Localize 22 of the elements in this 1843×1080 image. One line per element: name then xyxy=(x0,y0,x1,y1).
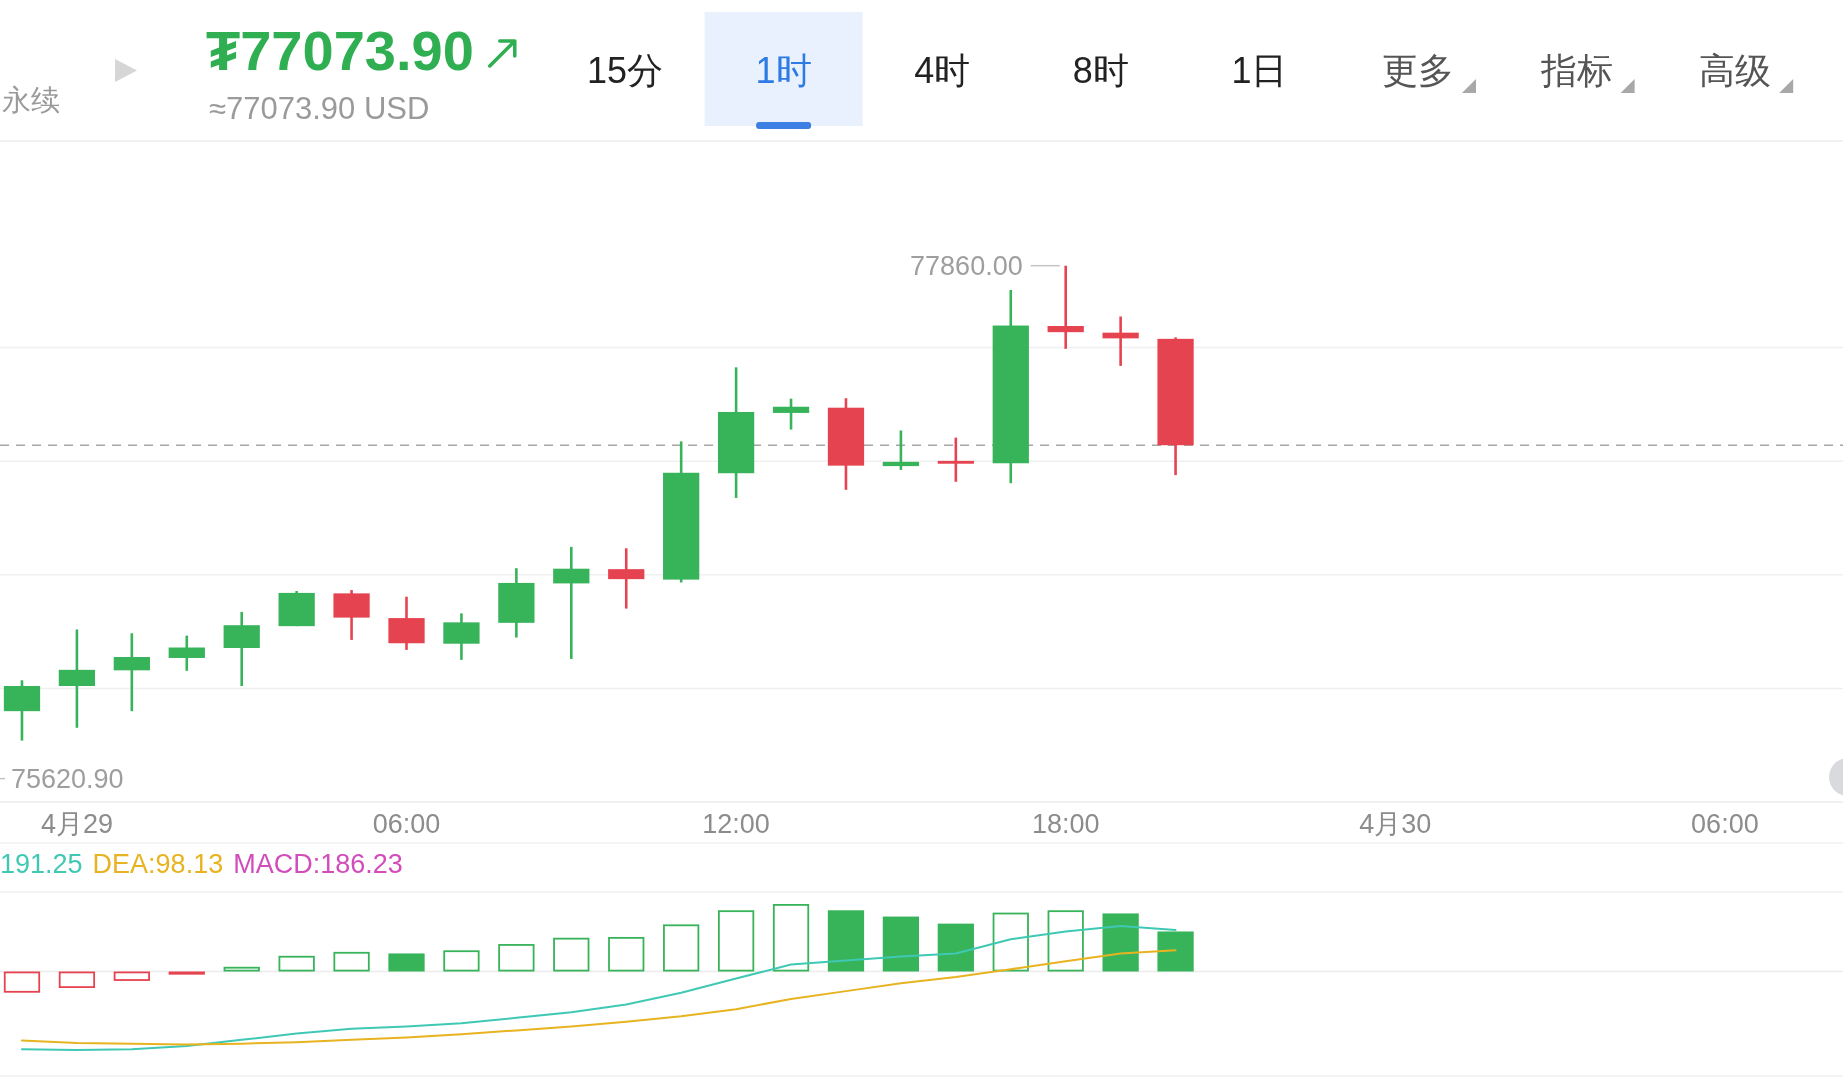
text: 指标 xyxy=(1539,49,1613,91)
annotation: 77860.00 xyxy=(910,251,1023,282)
text: 1日 xyxy=(1231,49,1288,91)
text: 4时 xyxy=(914,49,971,91)
text: 75620.90 xyxy=(11,764,124,795)
text: ₮77073.90 xyxy=(206,19,474,83)
x-tick-label: 4月30 xyxy=(1359,808,1432,839)
text: 永续 xyxy=(2,84,60,117)
text: 15分 xyxy=(586,49,664,91)
text: MACD:186.23 xyxy=(233,848,403,879)
text: 更多 xyxy=(1382,49,1454,91)
text: 8时 xyxy=(1072,49,1129,91)
x-tick-label: 12:00 xyxy=(702,808,770,839)
text: ≈77073.90 USD xyxy=(209,91,430,127)
text: 1时 xyxy=(755,49,812,91)
x-tick-label: 18:00 xyxy=(1031,808,1100,839)
x-tick-label: 06:00 xyxy=(372,808,441,839)
text: DEA:98.13 xyxy=(92,848,224,879)
x-tick-label: 06:00 xyxy=(1691,808,1759,839)
text: 高级 xyxy=(1699,49,1772,91)
text: 191.25 xyxy=(0,848,83,879)
x-tick-label: 4月29 xyxy=(40,808,113,839)
